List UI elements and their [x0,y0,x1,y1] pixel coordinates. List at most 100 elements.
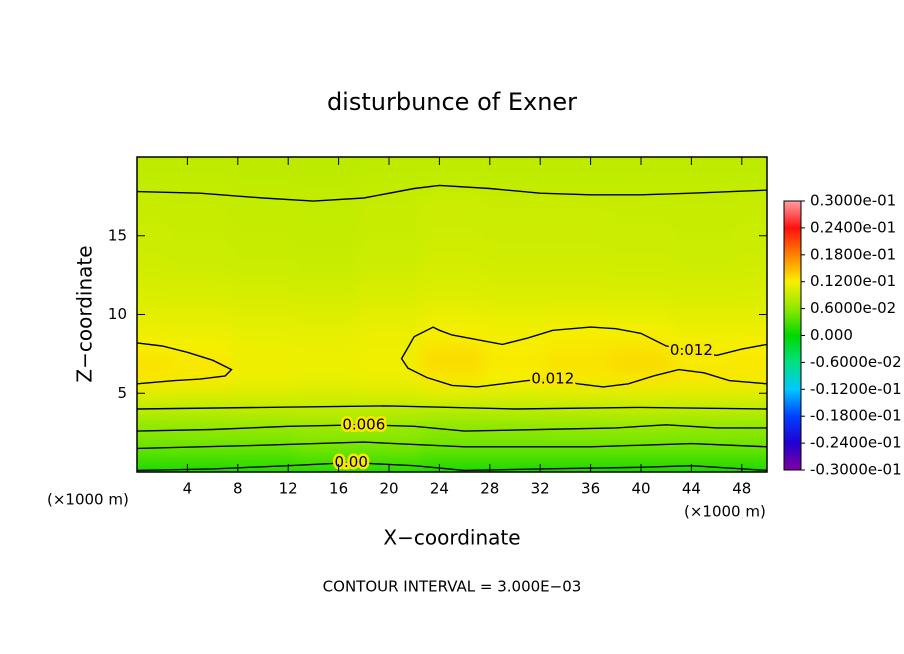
contour-label: 0.012 [670,341,713,359]
x-tick-label: 32 [531,480,550,498]
field-cell [231,157,295,166]
field-cell [672,196,736,213]
field-cell [420,275,484,292]
field-cell [168,385,232,402]
field-cell [672,353,736,371]
field-cell [735,196,767,213]
field-cell [546,227,610,245]
field-cell [168,157,232,166]
field-cell [294,353,358,371]
x-tick-label: 8 [233,480,243,498]
field-cell [137,416,169,434]
field-cell [168,432,232,449]
field-cell [483,243,547,260]
field-cell [672,464,736,472]
field-cell [483,227,547,245]
y-axis-label: Z−coordinate [73,245,97,382]
field-cell [672,385,736,402]
field-cell [420,157,484,166]
field-cell [168,243,232,260]
field-cell [483,353,547,371]
field-cell [609,322,673,339]
field-cell [672,212,736,229]
field-cell [231,322,295,339]
field-cell [137,448,169,465]
field-cell [672,164,736,182]
field-cell [420,353,484,371]
y-tick-label: 5 [117,384,127,402]
field-cell [546,353,610,371]
field-cell [231,353,295,371]
field-cell [137,259,169,276]
x-tick-label: 36 [581,480,600,498]
field-cell [609,353,673,371]
field-cell [609,338,673,355]
field-cell [137,322,169,339]
field-cell [420,338,484,355]
field-cell [672,180,736,197]
field-cell [546,401,610,418]
field-cell [483,290,547,308]
field-cell [357,275,421,292]
field-cell [609,164,673,182]
field-cell [137,212,169,229]
field-cell [483,275,547,292]
field-cell [483,464,547,472]
contour-label: 0.006 [342,415,385,433]
field-cell [357,322,421,339]
x-tick-label: 20 [379,480,398,498]
field-cell [483,157,547,166]
field-cell [168,275,232,292]
field-cell [609,369,673,386]
field-cell [357,196,421,213]
colorbar-tick-label: 0.3000e-01 [810,192,896,210]
field-cell [483,448,547,465]
field-cell [672,259,736,276]
field-cell [294,290,358,308]
colorbar-tick-label: -0.1200e-01 [810,380,902,398]
field-cell [420,243,484,260]
x-tick-label: 40 [631,480,650,498]
field-cell [546,290,610,308]
field-cell [357,259,421,276]
field-cell [357,306,421,323]
field-cell [420,196,484,213]
field-cell [546,448,610,465]
colorbar-tick-label: 0.2400e-01 [810,218,896,236]
field-cell [609,448,673,465]
field-cell [735,416,767,434]
field-cell [357,353,421,371]
field-cell [609,243,673,260]
field-cell [609,401,673,418]
field-cell [231,164,295,182]
field-cell [546,385,610,402]
field-cell [294,180,358,197]
field-cell [483,369,547,386]
field-cell [231,243,295,260]
field-cell [357,243,421,260]
field-cell [420,164,484,182]
field-cell [483,432,547,449]
field-cell [357,164,421,182]
field-cell [672,369,736,386]
field-cell [546,338,610,355]
colorbar-tick-label: 0.1800e-01 [810,245,896,263]
field-cell [672,157,736,166]
field-cell [168,306,232,323]
field-cell [168,212,232,229]
field-cell [735,306,767,323]
field-cell [357,432,421,449]
field-cell [357,227,421,245]
field-cell [137,385,169,402]
field-cell [294,157,358,166]
field-cell [483,338,547,355]
x-unit-label: (×1000 m) [47,491,129,509]
field-cell [483,385,547,402]
x-tick-label: 44 [682,480,701,498]
field-cell [483,306,547,323]
field-cell [231,448,295,465]
field-cell [137,306,169,323]
field-cell [735,259,767,276]
field-cell [672,432,736,449]
